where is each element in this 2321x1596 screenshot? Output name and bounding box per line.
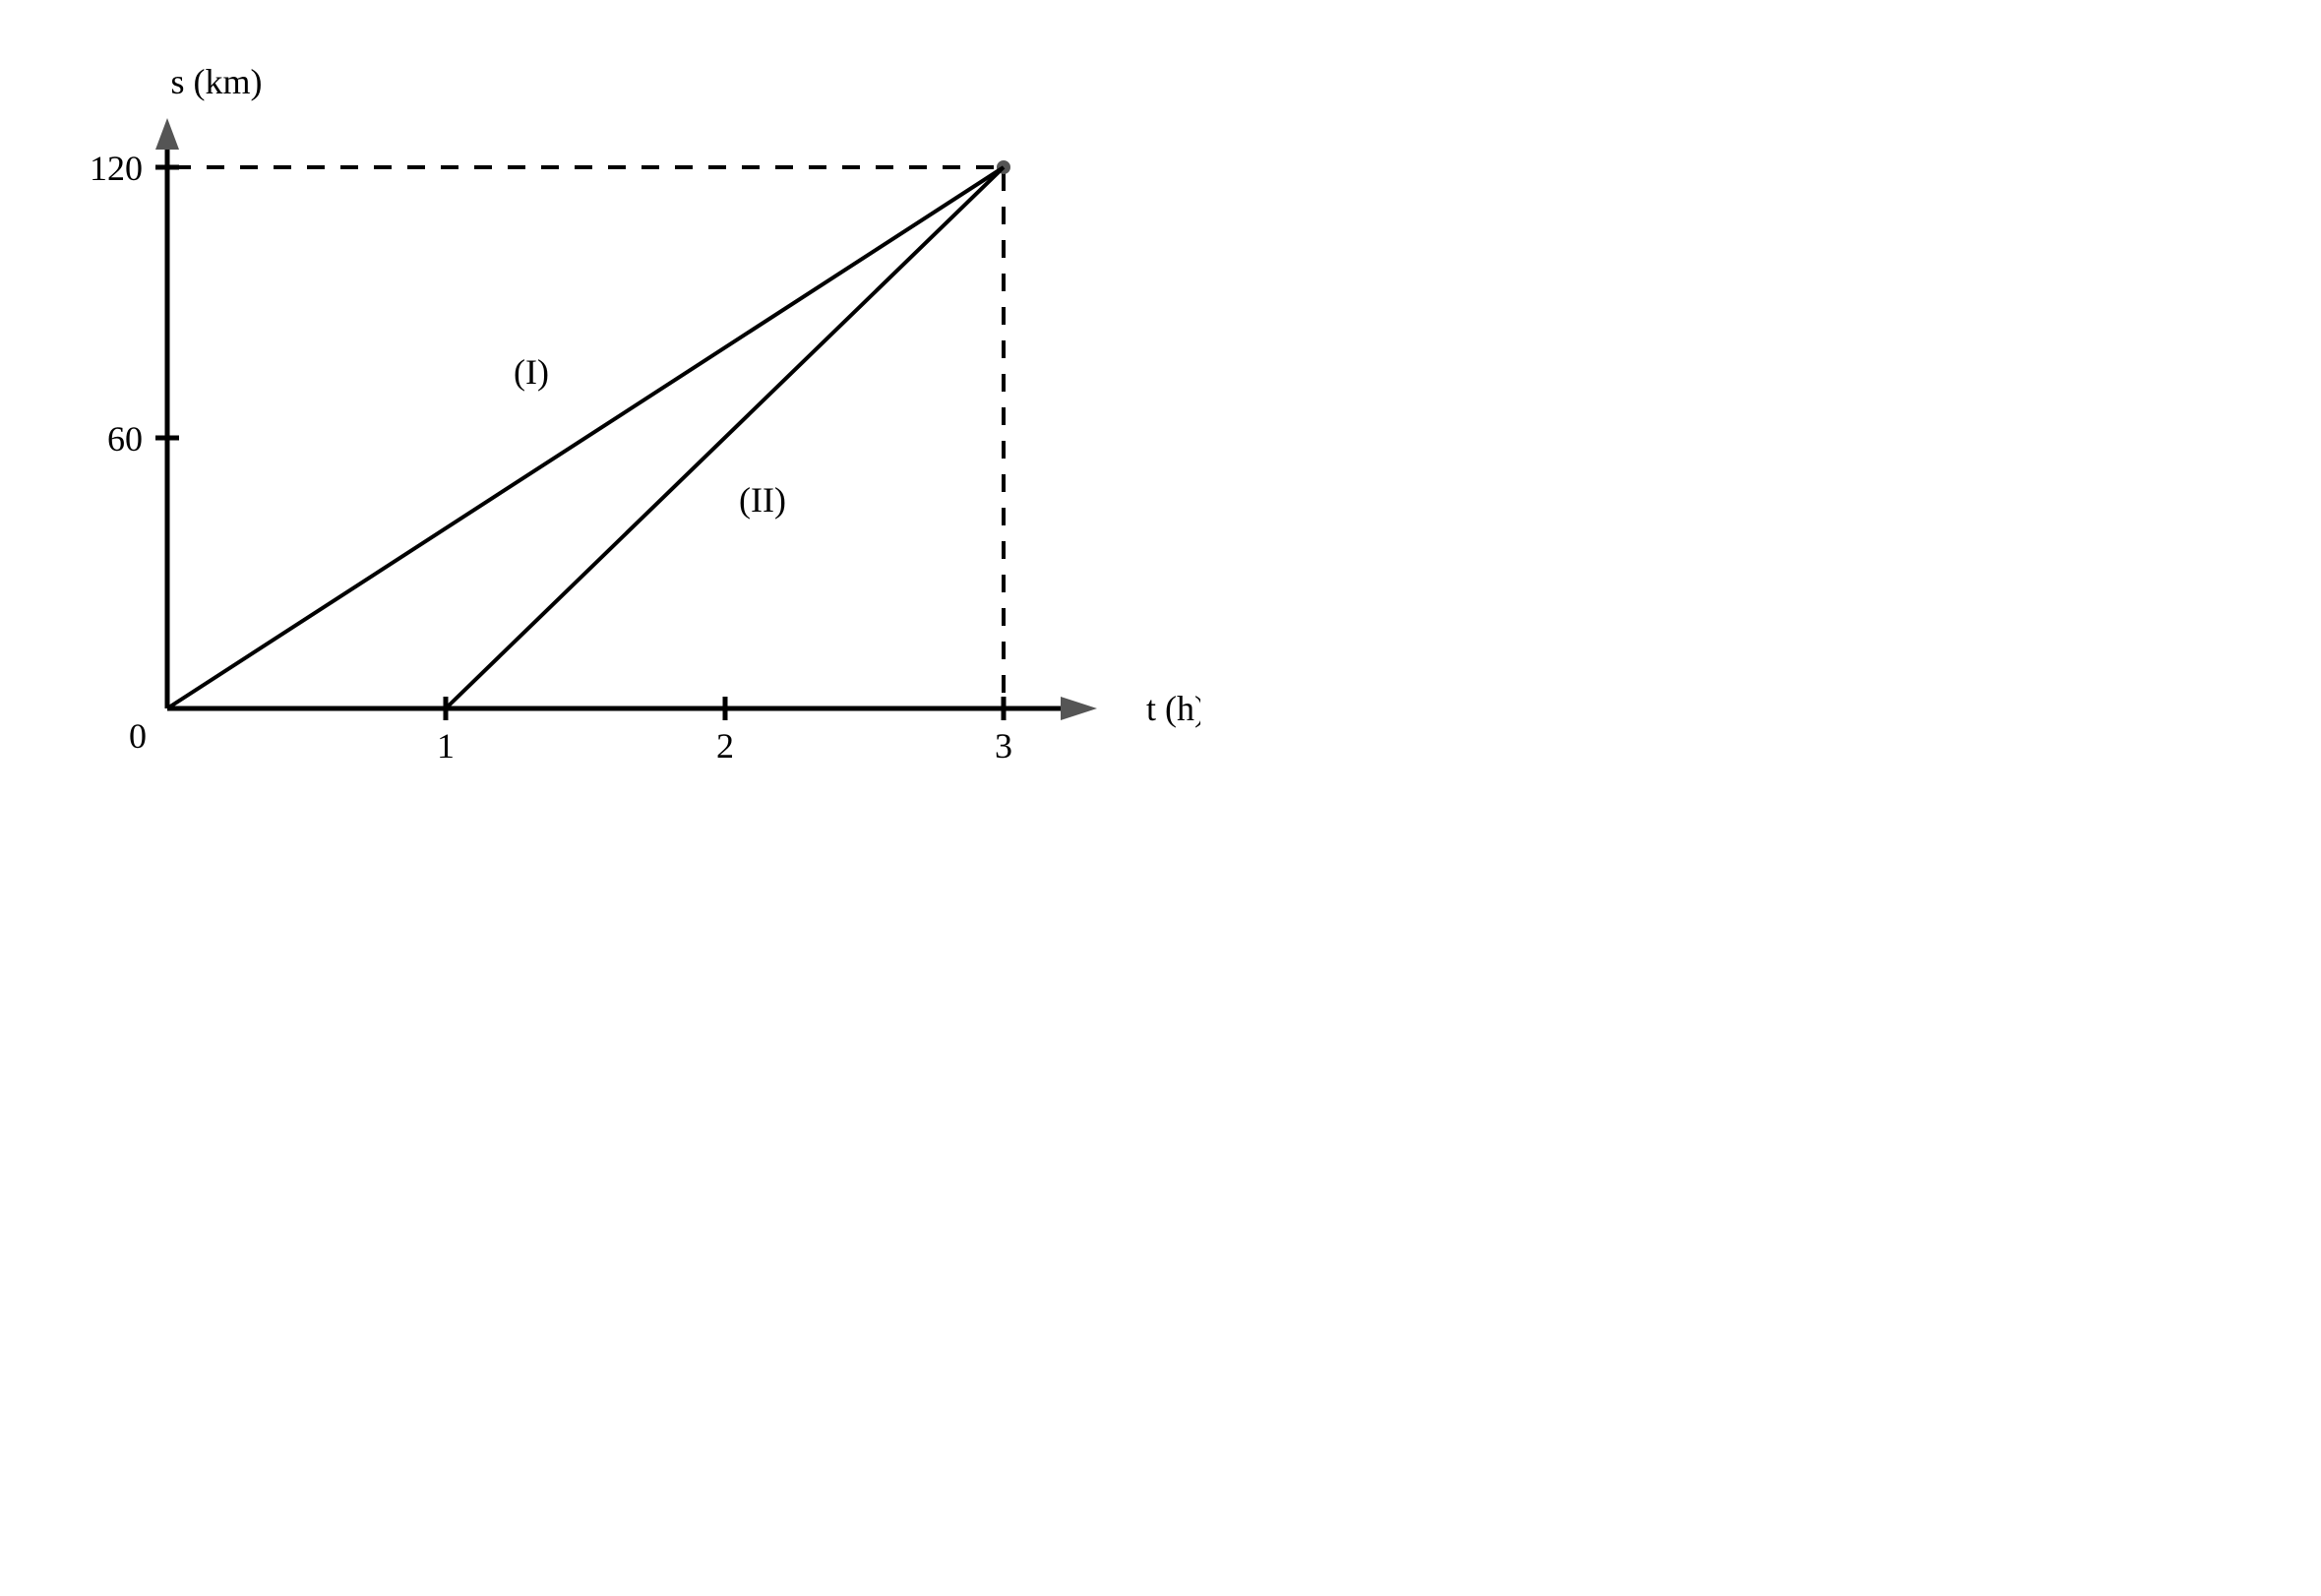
series-ii-line xyxy=(446,167,1004,708)
y-tick-label-120: 120 xyxy=(90,149,143,188)
x-tick-label-1: 1 xyxy=(437,726,455,766)
chart-svg: s (km) t (h) 0 60 120 1 2 3 (I) (II) xyxy=(39,39,1200,837)
y-tick-label-60: 60 xyxy=(107,419,143,459)
origin-label: 0 xyxy=(129,716,147,756)
series-i-line xyxy=(167,167,1004,708)
series-i-label: (I) xyxy=(514,352,549,392)
y-axis-label: s (km) xyxy=(171,62,263,101)
series-ii-label: (II) xyxy=(739,480,786,520)
x-axis-label: t (h) xyxy=(1146,689,1200,728)
y-axis-arrow xyxy=(155,118,179,150)
distance-time-chart: s (km) t (h) 0 60 120 1 2 3 (I) (II) xyxy=(39,39,1200,837)
x-axis-arrow xyxy=(1061,697,1097,720)
x-tick-label-2: 2 xyxy=(716,726,734,766)
x-tick-label-3: 3 xyxy=(995,726,1012,766)
